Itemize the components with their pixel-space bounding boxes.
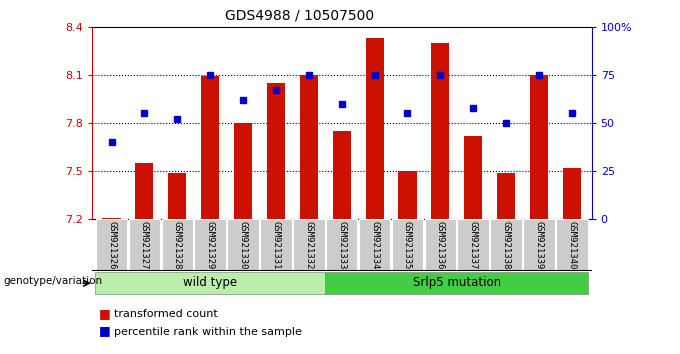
Bar bbox=[366, 38, 384, 219]
Bar bbox=[490, 219, 522, 271]
Text: GSM921335: GSM921335 bbox=[403, 221, 412, 269]
Text: genotype/variation: genotype/variation bbox=[3, 276, 103, 286]
Bar bbox=[234, 123, 252, 219]
Text: GSM921338: GSM921338 bbox=[502, 221, 511, 269]
Text: GSM921328: GSM921328 bbox=[173, 221, 182, 269]
Text: GSM921332: GSM921332 bbox=[305, 221, 313, 269]
Bar bbox=[464, 136, 482, 219]
Bar bbox=[333, 131, 351, 219]
Bar bbox=[530, 75, 548, 219]
Text: GSM921339: GSM921339 bbox=[534, 221, 543, 269]
Text: transformed count: transformed count bbox=[114, 309, 218, 319]
Bar bbox=[556, 219, 588, 271]
Text: GSM921334: GSM921334 bbox=[370, 221, 379, 269]
Bar bbox=[325, 272, 588, 295]
Bar bbox=[135, 163, 154, 219]
Bar bbox=[95, 272, 325, 295]
Text: GSM921327: GSM921327 bbox=[140, 221, 149, 269]
Text: Srlp5 mutation: Srlp5 mutation bbox=[413, 276, 501, 289]
Bar bbox=[392, 219, 423, 271]
Bar bbox=[359, 219, 390, 271]
Text: GSM921333: GSM921333 bbox=[337, 221, 346, 269]
Bar bbox=[458, 219, 489, 271]
Bar bbox=[168, 173, 186, 219]
Text: GSM921340: GSM921340 bbox=[567, 221, 577, 269]
Text: percentile rank within the sample: percentile rank within the sample bbox=[114, 327, 302, 337]
Text: GSM921329: GSM921329 bbox=[205, 221, 215, 269]
Bar bbox=[260, 219, 292, 271]
Text: GSM921331: GSM921331 bbox=[271, 221, 280, 269]
Bar bbox=[293, 219, 324, 271]
Bar bbox=[96, 219, 127, 271]
Text: GDS4988 / 10507500: GDS4988 / 10507500 bbox=[224, 9, 374, 23]
Bar bbox=[103, 218, 120, 219]
Bar bbox=[267, 83, 285, 219]
Bar bbox=[227, 219, 259, 271]
Bar bbox=[194, 219, 226, 271]
Bar bbox=[162, 219, 193, 271]
Text: ■: ■ bbox=[99, 307, 110, 320]
Text: GSM921330: GSM921330 bbox=[239, 221, 248, 269]
Bar bbox=[129, 219, 160, 271]
Text: GSM921337: GSM921337 bbox=[469, 221, 478, 269]
Bar bbox=[326, 219, 358, 271]
Bar bbox=[563, 168, 581, 219]
Bar bbox=[431, 42, 449, 219]
Text: wild type: wild type bbox=[183, 276, 237, 289]
Bar bbox=[398, 171, 417, 219]
Text: GSM921336: GSM921336 bbox=[436, 221, 445, 269]
Text: ■: ■ bbox=[99, 325, 110, 337]
Bar bbox=[523, 219, 555, 271]
Bar bbox=[300, 75, 318, 219]
Text: GSM921326: GSM921326 bbox=[107, 221, 116, 269]
Bar bbox=[201, 76, 219, 219]
Bar bbox=[497, 173, 515, 219]
Bar bbox=[424, 219, 456, 271]
